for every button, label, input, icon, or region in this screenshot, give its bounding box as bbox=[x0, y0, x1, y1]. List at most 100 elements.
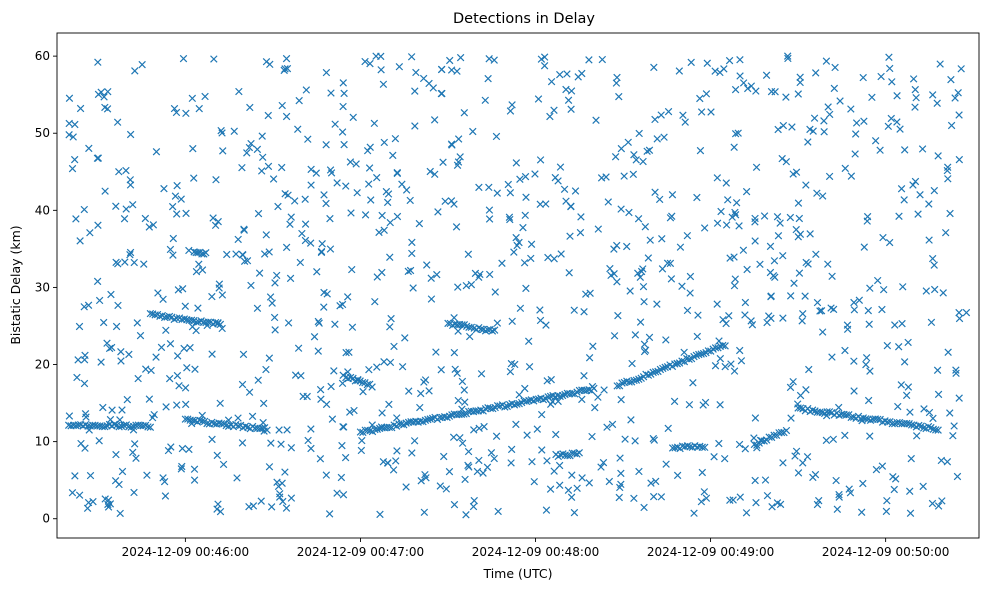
detection-point bbox=[779, 459, 787, 467]
detection-point bbox=[348, 323, 357, 331]
detection-point bbox=[716, 401, 724, 409]
detection-point bbox=[820, 117, 828, 125]
detection-point bbox=[339, 491, 348, 499]
detection-point bbox=[613, 241, 621, 250]
detection-point bbox=[890, 485, 898, 494]
detection-point bbox=[287, 213, 295, 221]
detection-point bbox=[265, 248, 273, 256]
detection-point bbox=[841, 346, 849, 355]
detection-point bbox=[813, 189, 821, 197]
detection-point bbox=[234, 414, 242, 422]
track-detection-point bbox=[216, 320, 225, 329]
detection-point bbox=[930, 261, 938, 269]
chart-title: Detections in Delay bbox=[453, 11, 595, 27]
detection-point bbox=[567, 105, 575, 113]
detection-point bbox=[895, 212, 903, 220]
track-detection-point bbox=[842, 411, 851, 419]
detection-point bbox=[835, 490, 843, 499]
detection-point bbox=[469, 502, 478, 511]
detection-point bbox=[512, 233, 520, 242]
track-detection-point bbox=[825, 408, 834, 416]
detection-point bbox=[353, 188, 361, 197]
detection-point bbox=[108, 406, 116, 414]
detection-point bbox=[107, 343, 116, 352]
detection-point bbox=[802, 258, 810, 267]
y-tick-label: 0 bbox=[42, 512, 50, 526]
y-tick-label: 20 bbox=[35, 358, 50, 372]
detection-point bbox=[798, 317, 806, 325]
detection-point bbox=[249, 502, 258, 510]
detection-point bbox=[943, 458, 952, 466]
detection-point bbox=[636, 273, 645, 281]
detection-point bbox=[739, 79, 748, 87]
detection-point bbox=[194, 304, 202, 312]
detection-point bbox=[651, 477, 660, 486]
detection-point bbox=[301, 195, 309, 203]
detection-point bbox=[213, 451, 222, 460]
detection-point bbox=[644, 254, 653, 262]
detection-point bbox=[89, 497, 97, 506]
detection-point bbox=[273, 478, 281, 487]
track-detection-point bbox=[490, 326, 499, 334]
detection-point bbox=[485, 206, 494, 214]
detection-point bbox=[386, 218, 394, 227]
track-detection-point bbox=[120, 421, 128, 430]
detection-point bbox=[727, 360, 735, 368]
detection-point bbox=[776, 219, 784, 227]
track-detection-point bbox=[458, 321, 466, 329]
detection-point bbox=[122, 166, 130, 175]
detection-point bbox=[358, 436, 366, 445]
detection-point bbox=[563, 70, 571, 78]
track-detection-point bbox=[719, 341, 727, 350]
detection-point bbox=[894, 402, 902, 411]
detection-point bbox=[239, 350, 248, 359]
detection-point bbox=[387, 314, 395, 323]
y-tick-label: 40 bbox=[35, 203, 50, 217]
detection-point bbox=[94, 90, 103, 99]
detection-point bbox=[681, 118, 689, 126]
detection-point bbox=[530, 477, 538, 486]
detection-point bbox=[524, 337, 533, 345]
detection-point bbox=[690, 509, 698, 517]
detection-point bbox=[902, 391, 911, 400]
detection-point bbox=[866, 284, 874, 292]
detection-point bbox=[658, 235, 666, 243]
detection-point bbox=[172, 401, 181, 409]
detection-point bbox=[208, 350, 216, 358]
detection-point bbox=[812, 250, 820, 259]
detection-point bbox=[464, 461, 472, 470]
detection-point bbox=[817, 307, 826, 315]
detection-point bbox=[594, 393, 602, 401]
detection-point bbox=[72, 215, 80, 223]
detection-point bbox=[83, 504, 92, 513]
detection-point bbox=[730, 143, 738, 151]
detection-point bbox=[398, 180, 406, 188]
detection-point bbox=[900, 358, 909, 366]
detection-point bbox=[722, 179, 731, 187]
detection-point bbox=[828, 353, 836, 361]
detection-point bbox=[68, 164, 77, 173]
detection-point bbox=[338, 300, 347, 309]
detection-point bbox=[928, 254, 937, 263]
detection-point bbox=[831, 63, 839, 72]
detection-point bbox=[914, 210, 922, 218]
detection-point bbox=[166, 340, 175, 348]
detection-point bbox=[713, 219, 722, 227]
detection-point bbox=[238, 439, 247, 447]
detection-point bbox=[373, 363, 381, 371]
detection-point bbox=[177, 465, 186, 473]
detection-point bbox=[406, 266, 415, 275]
detection-point bbox=[71, 120, 79, 129]
detection-point bbox=[685, 400, 694, 409]
x-axis: 2024-12-09 00:46:00 2024-12-09 00:47:00 20… bbox=[122, 538, 949, 559]
track-detection-point bbox=[146, 309, 155, 318]
x-tick-label: 2024-12-09 00:49:00 bbox=[647, 545, 774, 559]
detection-point bbox=[693, 193, 701, 202]
detection-point bbox=[564, 486, 573, 495]
detection-point bbox=[794, 199, 803, 207]
detection-point bbox=[930, 285, 939, 294]
detection-point bbox=[832, 476, 840, 485]
detection-point bbox=[106, 500, 115, 508]
detection-point bbox=[366, 143, 374, 152]
detection-point bbox=[523, 431, 531, 439]
